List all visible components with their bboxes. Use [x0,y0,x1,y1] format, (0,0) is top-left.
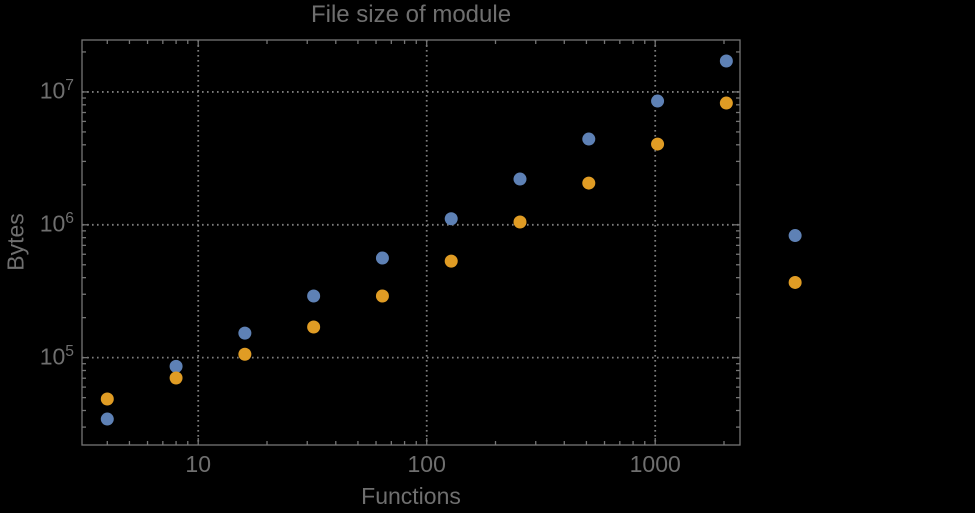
data-point-series-blue [375,251,389,265]
y-tick-label: 106 [39,209,74,237]
data-point-series-blue [100,412,114,426]
data-point-series-blue [444,212,458,226]
data-point-series-orange [719,96,733,110]
data-point-series-orange [238,347,252,361]
x-tick-label: 10 [185,451,212,477]
plot-frame [81,39,741,446]
data-point-series-blue [582,132,596,146]
data-point-series-orange [788,275,802,289]
data-point-series-orange [100,392,114,406]
data-point-series-orange [444,254,458,268]
data-point-series-orange [582,176,596,190]
y-tick-label: 105 [39,342,74,370]
data-point-series-blue [307,289,321,303]
data-point-series-orange [651,137,665,151]
x-axis-label: Functions [361,483,461,509]
chart-title: File size of module [310,1,512,28]
data-point-series-orange [307,320,321,334]
data-point-series-blue [169,359,183,373]
data-point-series-orange [375,289,389,303]
data-point-series-orange [169,371,183,385]
data-point-series-blue [719,54,733,68]
data-point-series-blue [651,94,665,108]
data-point-series-orange [513,215,527,229]
data-point-series-blue [513,172,527,186]
x-tick-label: 100 [407,451,446,477]
x-tick-label: 1000 [629,451,681,477]
data-point-series-blue [238,326,252,340]
y-tick-label: 107 [39,76,74,104]
data-point-series-blue [788,229,802,243]
